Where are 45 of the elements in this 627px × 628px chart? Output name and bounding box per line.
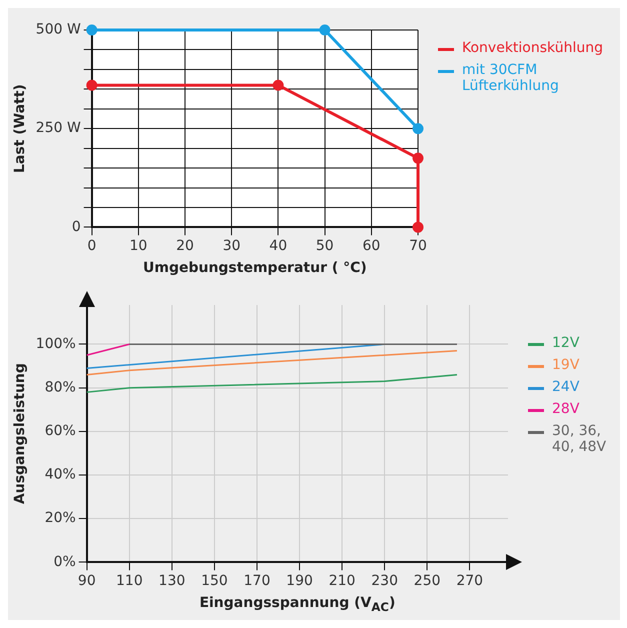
y-tick-label: 40% bbox=[44, 466, 76, 483]
y-axis-title: Ausgangsleistung bbox=[12, 363, 28, 504]
point bbox=[412, 123, 424, 134]
x-tick-label: 130 bbox=[158, 573, 186, 590]
y-tick-label: 60% bbox=[44, 423, 76, 440]
x-tick-label: 70 bbox=[409, 238, 427, 254]
x-axis-title: Umgebungstemperatur ( °C) bbox=[142, 260, 368, 276]
x-tick-label: 270 bbox=[456, 573, 484, 590]
y-tick-label: 0 bbox=[72, 218, 81, 235]
legend-label: mit 30CFM Lüfterkühlung bbox=[462, 62, 560, 94]
legend-label: 12V bbox=[552, 335, 580, 351]
y-tick-label: 0% bbox=[54, 554, 76, 570]
y-tick-label: 500 W bbox=[36, 22, 81, 38]
legend-label: 28V bbox=[552, 401, 580, 417]
point bbox=[86, 24, 98, 36]
y-tick-label: 20% bbox=[44, 510, 76, 526]
x-tick-label: 30 bbox=[222, 238, 241, 254]
y-tick-label: 100% bbox=[36, 336, 76, 352]
x-tick-label: 50 bbox=[316, 238, 334, 254]
x-tick-label: 190 bbox=[286, 573, 313, 590]
legend-label: Konvektionskühlung bbox=[462, 40, 603, 56]
point bbox=[319, 24, 330, 36]
x-axis-title: Eingangsspannung (V$_{AC}$) bbox=[198, 595, 396, 614]
x-tick-label: 170 bbox=[244, 573, 270, 590]
x-tick-label: 150 bbox=[201, 573, 228, 590]
x-tick-label: 210 bbox=[328, 573, 356, 590]
point bbox=[412, 222, 424, 233]
x-tick-label: 60 bbox=[362, 238, 380, 254]
legend-label: 19V bbox=[552, 357, 580, 373]
point bbox=[86, 80, 98, 91]
y-tick-label: 80% bbox=[44, 379, 76, 396]
legend-label: 30, 36, 40, 48V bbox=[552, 423, 608, 455]
legend-label: 24V bbox=[552, 379, 580, 395]
x-tick-label: 0 bbox=[87, 238, 96, 254]
y-tick-label: 250 W bbox=[36, 120, 81, 136]
x-tick-label: 40 bbox=[269, 238, 288, 254]
x-tick-label: 20 bbox=[176, 238, 194, 254]
y-axis-title: Last (Watt) bbox=[12, 84, 28, 174]
x-tick-label: 10 bbox=[130, 238, 148, 254]
x-tick-label: 230 bbox=[371, 573, 398, 590]
x-tick-label: 250 bbox=[414, 573, 441, 590]
point bbox=[412, 152, 424, 164]
x-tick-label: 90 bbox=[78, 573, 96, 590]
point bbox=[272, 80, 284, 91]
x-tick-label: 110 bbox=[116, 573, 143, 590]
